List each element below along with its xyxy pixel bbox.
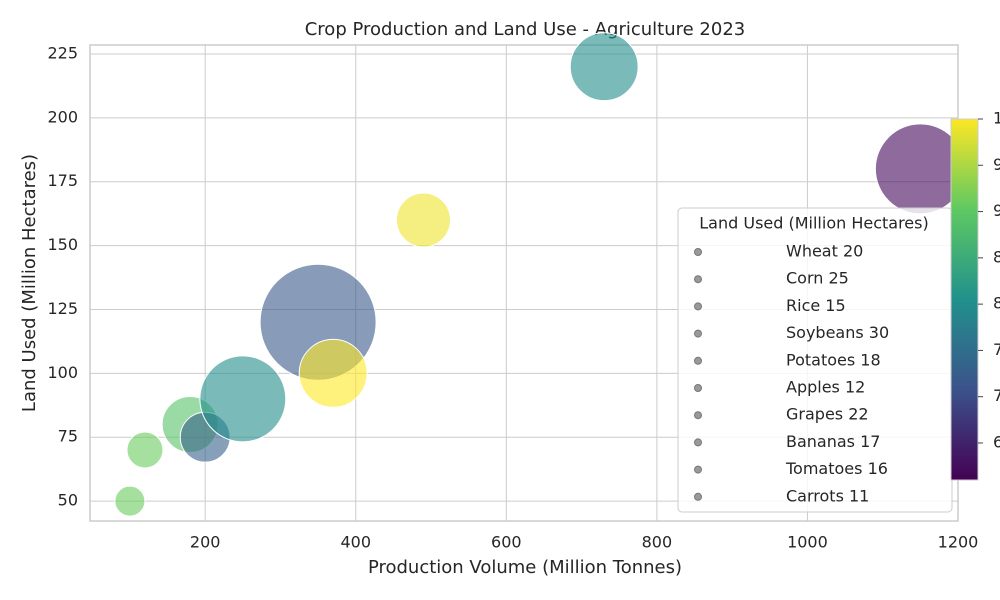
bubble	[126, 431, 164, 469]
legend-label: Apples 12	[786, 378, 865, 397]
legend-marker	[694, 302, 702, 311]
legend-marker	[694, 248, 702, 256]
y-tick-label: 100	[47, 363, 78, 382]
x-tick-label: 800	[642, 533, 673, 552]
colorbar-tick-label: 85	[993, 247, 1000, 266]
x-axis-label: Production Volume (Million Tonnes)	[368, 557, 682, 578]
colorbar-tick-label: 70	[993, 386, 1000, 405]
x-tick-label: 600	[491, 533, 522, 552]
legend-marker	[694, 465, 702, 474]
colorbar-tick-label: 65	[993, 432, 1000, 451]
y-tick-label: 125	[47, 299, 78, 318]
legend-marker	[694, 438, 702, 447]
legend-label: Tomatoes 16	[785, 459, 888, 478]
legend-label: Potatoes 18	[786, 350, 881, 369]
colorbar	[950, 118, 979, 481]
bubble	[395, 192, 451, 248]
x-tick-label: 1200	[938, 533, 979, 552]
y-tick-label: 200	[47, 107, 78, 126]
x-tick-label: 400	[340, 533, 371, 552]
legend-marker	[694, 384, 702, 392]
x-tick-label: 200	[190, 533, 221, 552]
y-tick-label: 75	[58, 427, 78, 446]
bubble	[298, 338, 368, 408]
colorbar-tick-label: 80	[993, 294, 1000, 313]
legend-marker	[694, 492, 702, 501]
y-tick-label: 150	[47, 235, 78, 254]
y-axis-label: Land Used (Million Hectares)	[19, 154, 40, 412]
legend-label: Corn 25	[786, 269, 849, 288]
legend-title: Land Used (Million Hectares)	[699, 214, 928, 233]
legend-label: Grapes 22	[786, 405, 869, 424]
legend-marker	[694, 356, 702, 365]
legend-marker	[694, 411, 702, 420]
chart-title: Crop Production and Land Use - Agricultu…	[305, 19, 746, 40]
bubble	[199, 355, 287, 443]
y-tick-label: 50	[58, 491, 78, 510]
y-tick-label: 225	[47, 43, 78, 62]
legend-marker	[694, 275, 702, 284]
legend-label: Carrots 11	[786, 486, 869, 505]
legend-label: Bananas 17	[786, 432, 880, 451]
legend-label: Wheat 20	[786, 242, 863, 261]
colorbar-tick-label: 100	[993, 109, 1000, 128]
legend-marker	[694, 329, 702, 338]
x-tick-label: 1000	[787, 533, 828, 552]
bubble	[569, 32, 639, 102]
legend-label: Soybeans 30	[786, 323, 889, 342]
legend-label: Rice 15	[786, 296, 846, 315]
bubble	[114, 485, 146, 517]
colorbar-tick-label: 75	[993, 340, 1000, 359]
y-tick-label: 175	[47, 171, 78, 190]
colorbar-tick-label: 95	[993, 155, 1000, 174]
colorbar-tick-label: 90	[993, 201, 1000, 220]
